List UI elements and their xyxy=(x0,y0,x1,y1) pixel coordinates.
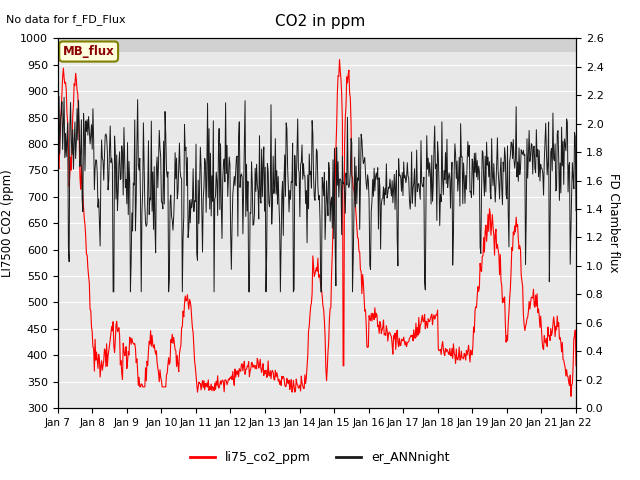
Y-axis label: FD Chamber flux: FD Chamber flux xyxy=(607,173,620,273)
Text: MB_flux: MB_flux xyxy=(63,45,115,58)
Y-axis label: LI7500 CO2 (ppm): LI7500 CO2 (ppm) xyxy=(1,169,14,277)
Text: CO2 in ppm: CO2 in ppm xyxy=(275,14,365,29)
Legend: li75_co2_ppm, er_ANNnight: li75_co2_ppm, er_ANNnight xyxy=(186,446,454,469)
Bar xyxy=(58,38,576,51)
Text: No data for f_FD_Flux: No data for f_FD_Flux xyxy=(6,14,126,25)
